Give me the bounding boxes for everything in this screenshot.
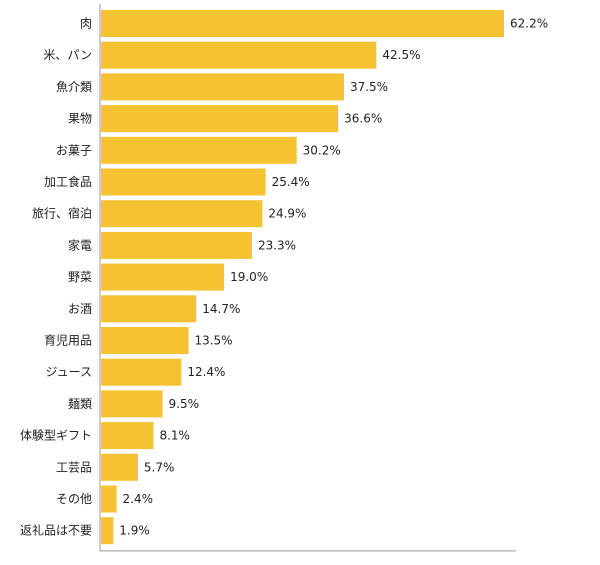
category-label: 体験型ギフト bbox=[20, 428, 92, 443]
bar bbox=[101, 517, 114, 545]
bar bbox=[101, 200, 263, 228]
value-label: 9.5% bbox=[169, 397, 200, 411]
bar bbox=[101, 168, 266, 196]
value-label: 13.5% bbox=[194, 334, 232, 348]
bar bbox=[101, 327, 189, 354]
bar bbox=[101, 358, 182, 386]
bar bbox=[101, 10, 504, 37]
bar bbox=[101, 41, 377, 69]
category-label: 野菜 bbox=[68, 270, 92, 284]
bars-layer: 肉 62.2% 米、パン 42.5% 魚介類 37.5% 果物 36.6% お菓子 30.2% 加工… bbox=[20, 10, 548, 545]
category-label: 魚介類 bbox=[56, 80, 92, 94]
category-label: お酒 bbox=[68, 302, 92, 316]
category-label: 返礼品は不要 bbox=[20, 523, 92, 538]
value-label: 62.2% bbox=[510, 17, 548, 31]
category-label: 麺類 bbox=[68, 397, 92, 411]
value-label: 1.9% bbox=[119, 524, 150, 538]
value-label: 2.4% bbox=[123, 492, 153, 506]
category-label: 工芸品 bbox=[56, 460, 92, 474]
value-label: 30.2% bbox=[303, 143, 341, 157]
value-label: 37.5% bbox=[350, 80, 388, 94]
bar bbox=[101, 485, 117, 513]
category-label: 家電 bbox=[68, 237, 92, 252]
bar bbox=[101, 453, 138, 481]
category-label: 育児用品 bbox=[44, 333, 92, 348]
bar bbox=[101, 390, 163, 418]
value-label: 23.3% bbox=[258, 238, 296, 252]
category-label: 肉 bbox=[80, 17, 92, 31]
value-label: 42.5% bbox=[382, 48, 420, 62]
value-label: 14.7% bbox=[202, 302, 240, 316]
value-label: 19.0% bbox=[230, 270, 268, 284]
value-label: 12.4% bbox=[187, 365, 225, 379]
value-label: 25.4% bbox=[272, 175, 310, 189]
bar bbox=[101, 263, 225, 291]
bar bbox=[101, 136, 297, 164]
category-label: その他 bbox=[56, 492, 92, 506]
bar bbox=[101, 73, 344, 101]
bar bbox=[101, 105, 339, 133]
category-label: 加工食品 bbox=[44, 174, 92, 189]
value-label: 24.9% bbox=[268, 207, 306, 221]
bar bbox=[101, 422, 154, 450]
category-label: ジュース bbox=[45, 365, 92, 379]
value-label: 36.6% bbox=[344, 112, 382, 126]
bar bbox=[101, 231, 252, 259]
value-label: 8.1% bbox=[159, 429, 190, 443]
category-label: 米、パン bbox=[43, 48, 92, 62]
category-label: お菓子 bbox=[56, 143, 92, 157]
category-label: 旅行、宿泊 bbox=[32, 206, 92, 221]
category-label: 果物 bbox=[68, 112, 92, 126]
bar bbox=[101, 295, 197, 323]
value-label: 5.7% bbox=[144, 460, 175, 474]
